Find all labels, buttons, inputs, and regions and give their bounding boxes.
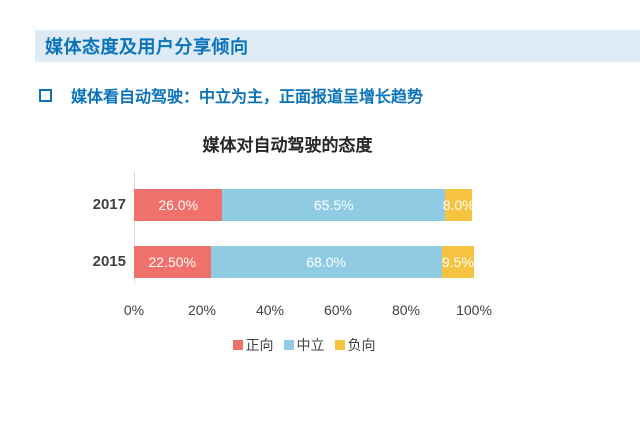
square-bullet-icon [39, 88, 52, 102]
subtitle-row: 媒体看自动驾驶：中立为主，正面报道呈增长趋势 [39, 85, 424, 106]
x-axis-tick-label: 20% [187, 302, 217, 318]
category-label: 2017 [92, 196, 126, 213]
header-band: 媒体态度及用户分享倾向 [35, 30, 640, 62]
bar-segment-负向: 9.5% [441, 246, 474, 278]
bar-segment-负向: 8.0% [442, 189, 475, 221]
legend-swatch-icon [283, 340, 294, 350]
legend: 正向 中立 负向 [134, 335, 474, 355]
legend-swatch-icon [334, 340, 345, 350]
bar-segment-中立: 65.5% [222, 189, 446, 221]
legend-label: 中立 [296, 337, 325, 353]
legend-label: 负向 [347, 337, 376, 353]
x-axis-tick-label: 80% [391, 302, 421, 318]
bar-row: 22.50% 68.0% 9.5% [134, 246, 474, 278]
bar-segment-正向: 26.0% [134, 189, 223, 221]
chart-title: 媒体对自动驾驶的态度 [202, 136, 373, 155]
x-axis-tick-label: 60% [323, 302, 353, 318]
x-axis-tick-label: 100% [456, 302, 492, 318]
legend-item: 负向 [334, 335, 376, 355]
x-axis-tick-label: 0% [123, 302, 145, 318]
x-axis-tick-label: 40% [255, 302, 285, 318]
bar-segment-中立: 68.0% [210, 246, 442, 278]
bar-value-label: 26.0% [158, 197, 199, 213]
legend-label: 正向 [245, 337, 274, 353]
bar-value-label: 8.0% [442, 197, 475, 213]
page-title: 媒体态度及用户分享倾向 [45, 37, 249, 57]
bar-value-label: 22.50% [148, 254, 196, 270]
y-axis-line [134, 172, 135, 283]
legend-item: 正向 [232, 335, 274, 355]
bar-value-label: 68.0% [306, 254, 346, 270]
bar-value-label: 65.5% [313, 197, 354, 213]
legend-item: 中立 [283, 335, 325, 355]
category-label: 2015 [92, 253, 126, 270]
subtitle-text: 媒体看自动驾驶：中立为主，正面报道呈增长趋势 [71, 89, 424, 106]
bar-row: 26.0% 65.5% 8.0% [134, 189, 475, 221]
bar-value-label: 9.5% [441, 254, 474, 270]
bar-segment-正向: 22.50% [134, 246, 211, 278]
legend-swatch-icon [232, 340, 243, 350]
